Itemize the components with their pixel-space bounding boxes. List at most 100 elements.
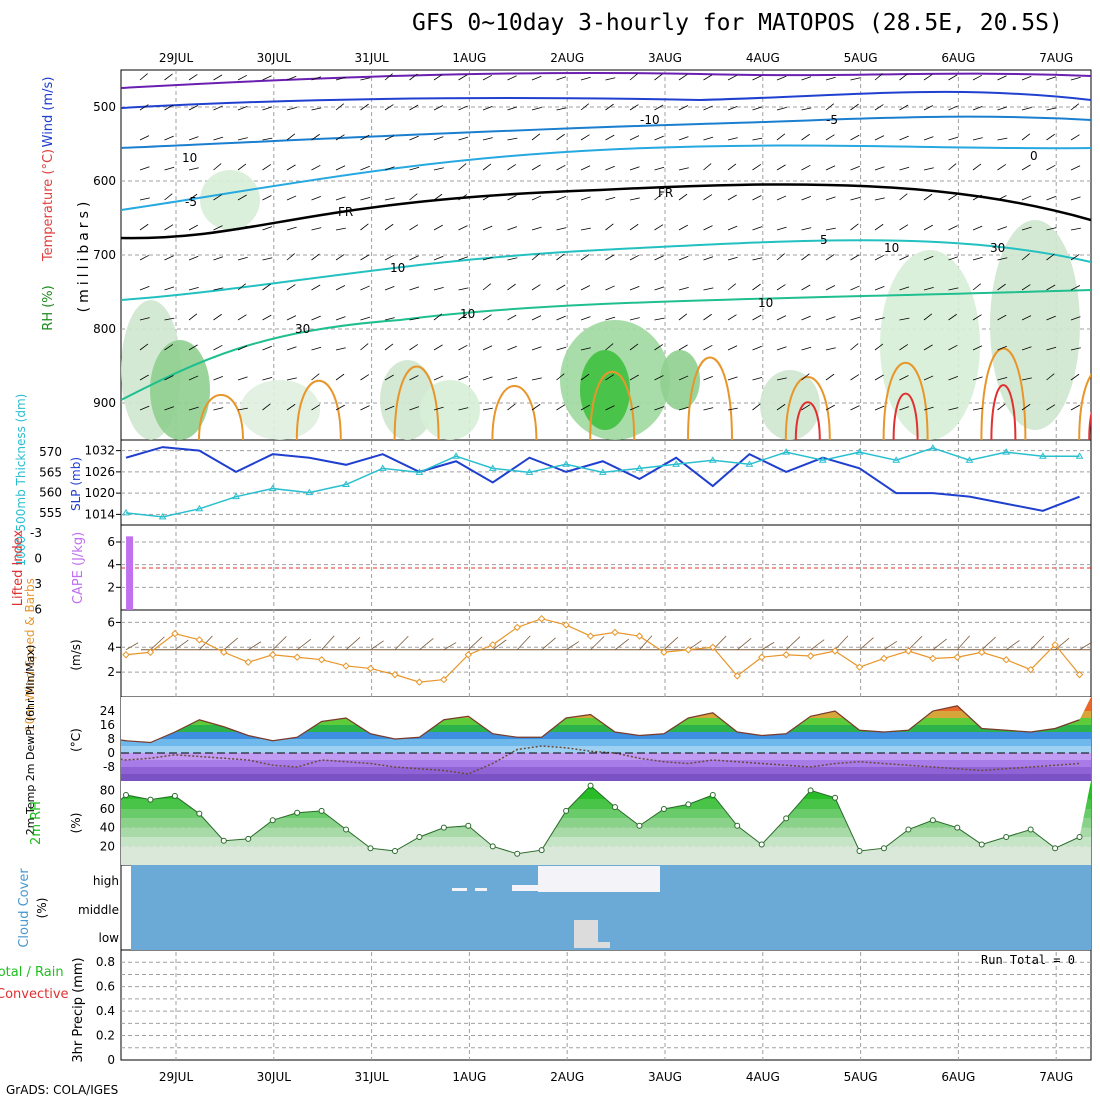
wind-speed-marker — [733, 672, 741, 680]
wind-barb — [923, 105, 934, 111]
temperature-contour — [121, 289, 1091, 401]
wind-barb — [727, 314, 737, 321]
wind-speed-marker — [660, 648, 668, 656]
wind-barb — [752, 137, 763, 141]
wind-barb — [213, 256, 224, 261]
wind-barb — [1096, 406, 1100, 410]
contour-label: FR — [658, 186, 673, 200]
wind-barb — [556, 284, 566, 291]
contour-label: 10 — [758, 296, 773, 310]
wind-barb — [507, 75, 517, 81]
wind-barb — [923, 287, 934, 291]
wind-barb — [629, 405, 640, 411]
wind-barb — [223, 637, 239, 651]
temp-band — [121, 753, 1091, 760]
rh-marker — [196, 810, 203, 817]
temperature-contour — [121, 144, 1091, 211]
wind10m-panel — [122, 614, 1093, 686]
date-label-top: 1AUG — [452, 51, 486, 65]
wind-speed-marker — [831, 647, 839, 655]
wind-barb — [899, 255, 909, 261]
wind-barb — [629, 73, 638, 81]
wind-unit: (m/s) — [69, 639, 83, 670]
wind-barb — [458, 74, 468, 81]
rh-marker — [147, 796, 154, 803]
wind-speed-marker — [195, 636, 204, 644]
wind-barb — [164, 104, 174, 111]
wind-barb — [286, 75, 297, 81]
thickness-marker — [342, 480, 350, 488]
precip-ylabel: 3hr Precip (mm) — [71, 957, 86, 1062]
wind-barb — [923, 313, 933, 321]
wind-barb — [972, 137, 983, 141]
wind-barb — [1096, 286, 1100, 290]
thickness-marker — [525, 468, 534, 475]
wind-barb — [1046, 373, 1055, 381]
wind-barb — [997, 106, 1008, 111]
wind-barb — [213, 313, 222, 321]
wind-barb — [433, 105, 444, 111]
contour-label: 30 — [990, 241, 1005, 255]
wind-barb — [321, 635, 335, 651]
wind-barb — [580, 254, 590, 261]
wind-barb — [629, 343, 639, 351]
wind-barb — [850, 197, 861, 201]
wind-barb — [825, 134, 835, 141]
wind-barb — [409, 104, 419, 111]
wind-barb — [752, 75, 762, 81]
wind-barb — [678, 105, 689, 111]
wind-barb — [825, 373, 835, 381]
wind-barb — [507, 195, 517, 201]
wind-barb — [923, 167, 934, 171]
wind-barb — [565, 641, 580, 651]
wind-barb — [801, 107, 812, 111]
rh-shading — [380, 360, 435, 440]
wind-barb — [678, 406, 689, 411]
wind-barb — [850, 285, 860, 291]
wind-barb — [1021, 133, 1031, 141]
pressure-tick-label: 600 — [93, 174, 116, 188]
axes: 29JUL 29JUL 30JUL 30JUL 31JUL 31JUL 1AUG 1AUG 2A… — [30, 51, 1073, 1084]
wind-barb — [605, 405, 615, 411]
wind-barb — [654, 135, 664, 141]
wind-barb — [703, 344, 713, 351]
grid-lines — [121, 70, 1091, 1060]
wind-barb — [556, 76, 567, 81]
wind-barb — [458, 376, 468, 381]
wind-barb — [752, 377, 763, 381]
wind-barb — [752, 345, 762, 351]
date-label-bottom: 30JUL — [257, 1070, 292, 1084]
wind-speed-line — [125, 618, 1081, 683]
wind-barb — [899, 224, 909, 231]
wind-barb — [972, 225, 983, 231]
li-tick-label: 6 — [34, 603, 42, 617]
wind-barb — [1070, 196, 1081, 201]
wind-speed-marker — [806, 652, 815, 660]
wind-barb — [1096, 224, 1100, 230]
wind-barb — [605, 223, 614, 231]
thickness-tick-label: 555 — [39, 506, 62, 520]
wind-barb — [923, 406, 934, 411]
rh-shading — [200, 170, 260, 230]
rh-band — [121, 846, 1091, 865]
wind-barb — [311, 253, 320, 261]
wind-barb — [384, 343, 394, 351]
wind-barb — [507, 137, 518, 141]
wind-barb — [482, 163, 492, 171]
wind-barb — [311, 284, 321, 291]
wind-barb — [899, 406, 910, 411]
wind-barb — [125, 642, 139, 651]
wind-barb — [409, 224, 419, 231]
precip-frame — [120, 949, 1092, 1061]
wind-barb — [678, 74, 688, 81]
wind-barb — [801, 164, 811, 171]
wind-barb — [1096, 255, 1100, 260]
contour-label: -5 — [185, 195, 197, 209]
upper-air-panel: -10 -5 -5 5 10 10 0 FR FR 10 10 10 30 30 — [121, 71, 1100, 440]
thickness-marker — [818, 456, 827, 463]
wind-barb — [286, 403, 296, 411]
slp-tick-label: 1026 — [84, 465, 115, 479]
wind-barb — [516, 635, 531, 651]
li-tick-label: 0 — [34, 552, 42, 566]
wind-speed-marker — [1075, 670, 1084, 679]
